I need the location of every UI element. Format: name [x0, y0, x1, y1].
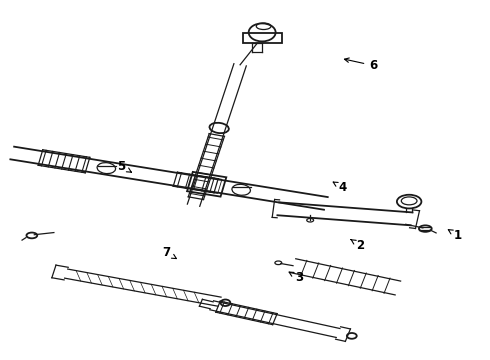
Text: 4: 4: [333, 181, 347, 194]
Text: 6: 6: [344, 58, 377, 72]
Text: 3: 3: [289, 271, 303, 284]
Text: 2: 2: [351, 239, 364, 252]
Text: 1: 1: [448, 229, 462, 242]
Text: 5: 5: [118, 160, 131, 173]
Text: 7: 7: [163, 246, 176, 259]
